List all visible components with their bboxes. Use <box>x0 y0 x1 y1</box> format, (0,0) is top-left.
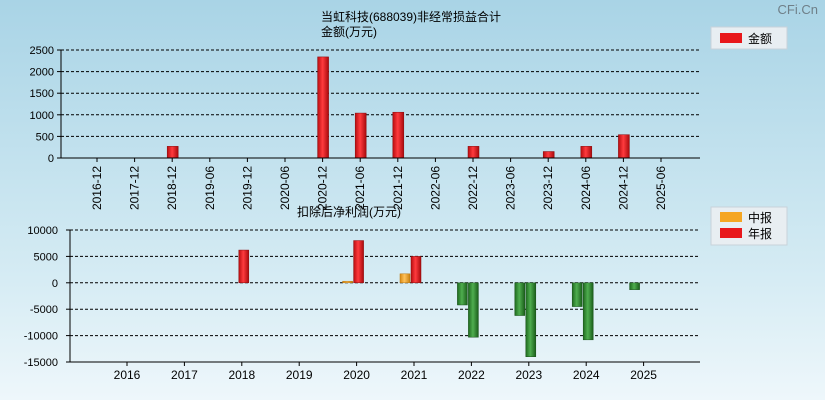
chart2-x-tick-label: 2021 <box>401 368 428 382</box>
legend-swatch-interim <box>720 212 742 222</box>
chart2-x-tick-label: 2022 <box>458 368 485 382</box>
chart2-bar-annual <box>410 256 422 284</box>
chart2-gridlines <box>70 229 700 337</box>
chart1-x-tick-label: 2022-12 <box>466 166 480 210</box>
chart2-bar-interim <box>514 282 526 316</box>
chart2-x-tick-label: 2024 <box>573 368 600 382</box>
net-profit-chart: 扣除后净利润(万元) -15000 -10000 -5000 0 5000 10000 2… <box>24 204 788 382</box>
chart1-y-tick-label: 2000 <box>30 67 54 79</box>
chart1-x-tick-label: 2016-12 <box>90 166 104 210</box>
chart1-x-tick-label: 2020-06 <box>278 166 292 210</box>
chart1-bar <box>166 146 179 159</box>
chart2-x-tick-label: 2017 <box>171 368 198 382</box>
chart2-bar-annual <box>582 282 594 341</box>
chart2-y-tick-label: 5000 <box>34 251 58 263</box>
chart2-bar-interim <box>629 282 640 290</box>
chart2-x-tick-label: 2020 <box>343 368 370 382</box>
chart2-x-tick-label: 2025 <box>630 368 657 382</box>
chart2-y-tick-label: -5000 <box>30 304 58 316</box>
chart1-x-tick-label: 2018-12 <box>165 166 179 210</box>
chart1-bar <box>392 111 405 159</box>
watermark: CFi.Cn <box>778 2 818 17</box>
chart1-y-tick-label: 1500 <box>30 88 54 100</box>
chart1-gridlines <box>61 49 700 137</box>
chart2-x-tick-label: 2016 <box>114 368 141 382</box>
chart2-bar-annual <box>238 249 250 284</box>
chart2-bar-annual <box>525 282 537 357</box>
chart2-bar-annual <box>468 282 479 338</box>
chart1-subtitle: 金额(万元) <box>321 24 377 39</box>
chart1-bars <box>166 56 630 159</box>
chart2-bar-interim <box>571 282 583 307</box>
chart2-bars <box>238 240 640 357</box>
chart2-y-tick-label: -10000 <box>24 331 58 343</box>
chart2-bar-interim <box>457 282 468 306</box>
legend-label-interim: 中报 <box>748 210 772 225</box>
chart2-legend: 中报 年报 <box>710 206 788 246</box>
chart2-bar-interim <box>342 280 353 284</box>
chart2-title: 扣除后净利润(万元) <box>297 204 401 219</box>
chart1-y-tick-label: 1000 <box>30 110 54 122</box>
chart1-x-tick-label: 2019-12 <box>240 166 254 210</box>
chart1-y-tick-label: 500 <box>36 131 54 143</box>
chart2-y-tick-label: 10000 <box>27 225 58 237</box>
chart1-x-tick-label: 2024-06 <box>579 166 593 210</box>
chart1-x-tick-label: 2023-06 <box>504 166 518 210</box>
chart1-x-tick-label: 2024-12 <box>616 166 630 210</box>
legend-label-amount: 金额 <box>748 31 772 46</box>
chart1-x-tick-label: 2017-12 <box>128 166 142 210</box>
chart2-bar-annual <box>353 240 364 284</box>
chart1-bar <box>580 146 593 159</box>
chart2-y-ticks: -15000 -10000 -5000 0 5000 10000 <box>24 225 70 369</box>
nonrecurring-chart: 当虹科技(688039)非经常损益合计 金额(万元) 0 500 1000 1500 2… <box>30 9 788 210</box>
chart1-x-tick-label: 2025-06 <box>654 166 668 210</box>
chart1-bar <box>542 151 555 159</box>
chart1-bar <box>467 146 480 159</box>
chart1-x-tick-label: 2021-06 <box>353 166 367 210</box>
legend-label-annual: 年报 <box>748 226 772 241</box>
chart1-x-tick-label: 2021-12 <box>391 166 405 210</box>
chart2-bar-interim <box>399 273 411 284</box>
chart1-bar <box>317 56 329 159</box>
legend-swatch-amount <box>720 33 742 43</box>
chart2-x-ticks: 2016 2017 2018 2019 2020 2021 2022 2023 2024 2025 <box>114 362 657 382</box>
chart1-x-tick-label: 2019-06 <box>203 166 217 210</box>
chart1-x-ticks: 2016-12 2017-12 2018-12 2019-06 2019-12 2020-… <box>90 158 668 210</box>
legend-swatch-annual <box>720 228 742 238</box>
chart1-y-tick-label: 2500 <box>30 45 54 57</box>
chart1-x-tick-label: 2022-06 <box>428 166 442 210</box>
chart1-bar <box>354 112 367 159</box>
chart1-x-tick-label: 2020-12 <box>316 166 330 210</box>
chart1-y-ticks: 0 500 1000 1500 2000 2500 <box>30 45 61 165</box>
chart2-x-tick-label: 2023 <box>515 368 542 382</box>
chart1-y-tick-label: 0 <box>48 153 54 165</box>
chart2-y-tick-label: -15000 <box>24 357 58 369</box>
chart2-y-tick-label: 0 <box>52 278 58 290</box>
chart1-title: 当虹科技(688039)非经常损益合计 <box>321 9 501 24</box>
chart1-bar <box>618 134 630 159</box>
chart1-legend: 金额 <box>710 26 788 50</box>
chart1-legend-box <box>710 26 788 50</box>
chart1-x-tick-label: 2023-12 <box>541 166 555 210</box>
chart2-x-tick-label: 2018 <box>228 368 255 382</box>
chart2-x-tick-label: 2019 <box>286 368 313 382</box>
